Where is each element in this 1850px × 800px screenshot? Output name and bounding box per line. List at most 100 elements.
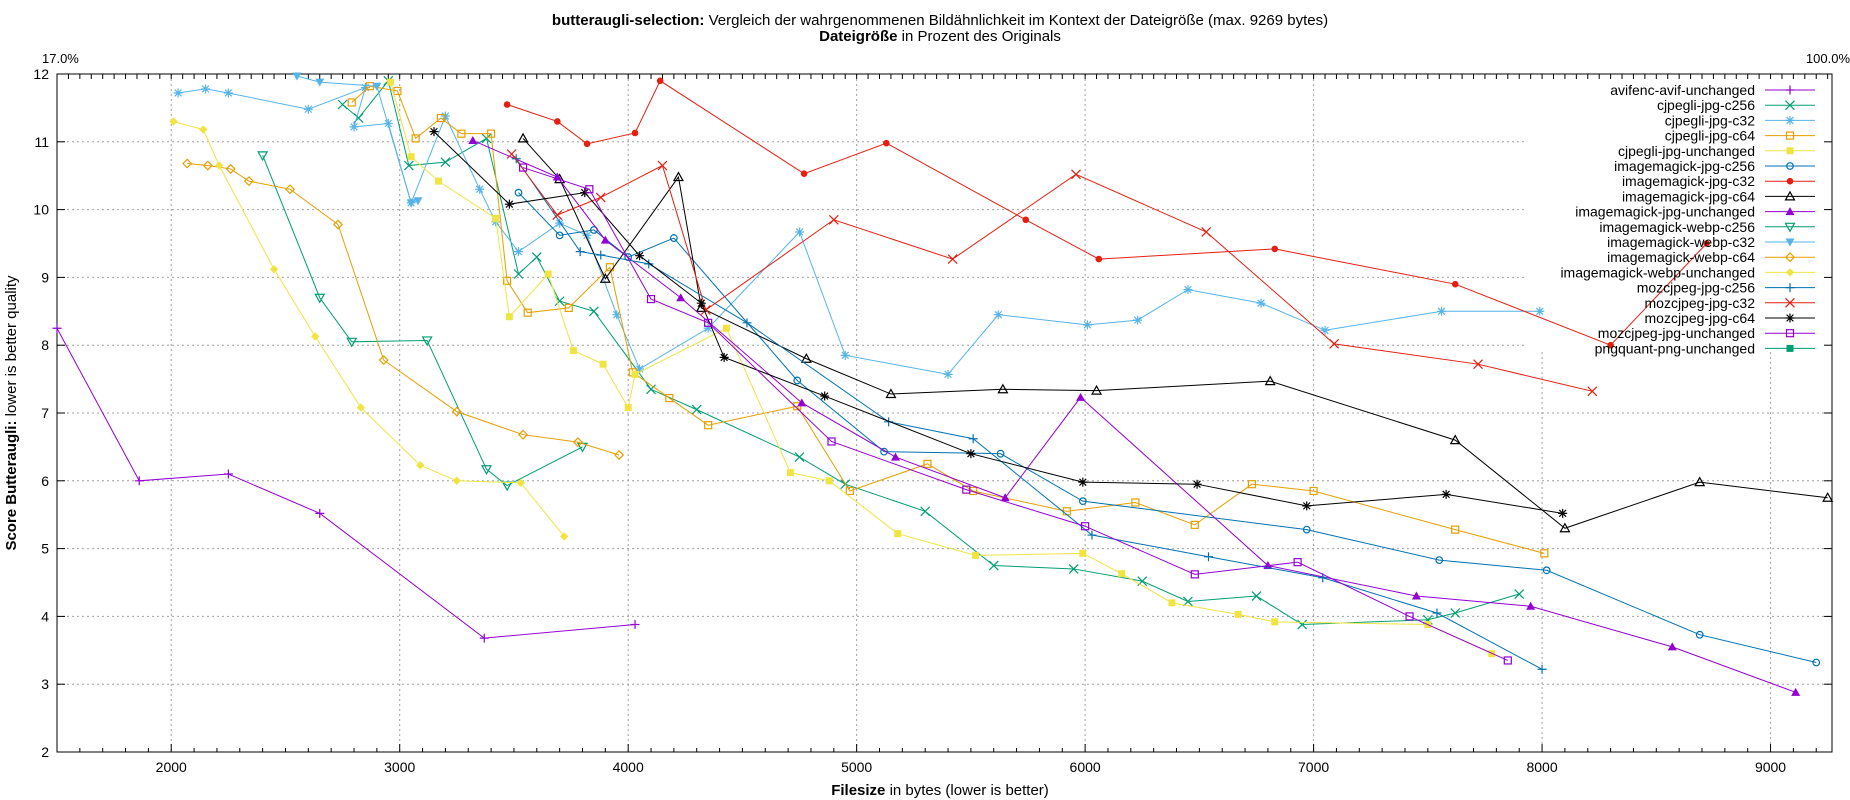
data-point <box>511 154 521 164</box>
data-point <box>314 293 326 304</box>
y-tick-label: 3 <box>41 676 49 692</box>
data-point <box>1540 549 1549 558</box>
legend-label: cjpegli-jpg-c64 <box>1665 128 1755 144</box>
y-axis-label: Score Butteraugli: lower is better quali… <box>3 275 20 551</box>
data-point <box>1542 566 1551 575</box>
data-point <box>1703 240 1710 247</box>
x-tick-label: 8000 <box>1526 759 1557 775</box>
data-point <box>1271 618 1279 626</box>
data-point <box>1082 320 1092 330</box>
data-point <box>436 113 445 123</box>
series-mozcjpeg-jpg-c64 <box>429 127 1568 518</box>
data-point <box>884 417 894 427</box>
data-point <box>349 122 359 132</box>
data-point <box>134 476 144 486</box>
data-point <box>646 384 656 395</box>
data-point <box>1695 630 1704 639</box>
data-point <box>600 235 610 244</box>
legend-label: imagemagick-jpg-c32 <box>1622 173 1755 189</box>
data-point <box>243 176 254 187</box>
data-point <box>1784 222 1796 233</box>
data-point <box>560 532 569 541</box>
data-point <box>1435 556 1444 565</box>
data-point <box>800 353 812 363</box>
data-point <box>481 465 493 475</box>
data-point <box>504 199 514 209</box>
data-point <box>1234 610 1242 618</box>
data-point <box>635 364 645 374</box>
data-point <box>1022 216 1030 224</box>
series-mozcjpeg-jpg-unchanged <box>518 163 1512 665</box>
data-point <box>440 111 450 121</box>
data-point <box>883 139 890 147</box>
data-point <box>742 318 752 328</box>
data-point <box>457 129 466 138</box>
data-point <box>795 227 805 237</box>
data-point <box>962 485 971 494</box>
data-point <box>656 77 664 85</box>
legend-label: mozcjpeg-jpg-c64 <box>1645 310 1756 326</box>
y-tick-label: 2 <box>41 744 49 760</box>
data-point <box>786 469 794 477</box>
data-point <box>479 633 489 643</box>
series-line <box>506 80 1707 346</box>
data-point <box>1079 549 1087 557</box>
data-point <box>1786 177 1794 185</box>
data-point <box>1068 564 1079 574</box>
legend-item: mozcjpeg-jpg-c32 <box>1645 295 1815 311</box>
data-point <box>1091 384 1103 395</box>
y-tick-label: 6 <box>41 473 49 489</box>
data-point <box>1078 497 1087 506</box>
series-imagemagick-jpg-c256 <box>514 188 1821 667</box>
data-point <box>1558 508 1568 518</box>
data-point <box>215 161 224 170</box>
data-point <box>1441 489 1451 499</box>
data-point <box>1204 552 1213 562</box>
data-point <box>719 352 729 362</box>
data-point <box>840 350 850 360</box>
data-point <box>583 140 591 148</box>
data-point <box>1785 207 1795 216</box>
data-point <box>1437 306 1447 316</box>
data-point <box>635 251 645 261</box>
tick-layer: 2000 3000 4000 5000 6000 7000 8000 9000 2 3 4 5 6 7 8 9… <box>33 51 1850 775</box>
data-point <box>403 160 414 171</box>
data-point <box>201 84 211 94</box>
legend-label: imagemagick-webp-c64 <box>1607 249 1755 265</box>
data-point <box>1201 227 1212 237</box>
data-point <box>1785 268 1795 277</box>
data-point <box>347 98 356 107</box>
data-point <box>845 486 854 496</box>
legend-item: mozcjpeg-jpg-c256 <box>1637 280 1815 296</box>
data-point <box>225 163 236 174</box>
x-tick-label: 5000 <box>841 759 872 775</box>
y-tick-label: 8 <box>41 337 49 353</box>
data-point <box>1192 479 1202 489</box>
series-line <box>522 167 1509 661</box>
data-point <box>554 118 561 125</box>
data-point <box>1559 522 1571 533</box>
x-tick-label: 2000 <box>156 759 187 775</box>
data-point <box>828 214 839 225</box>
data-point <box>825 477 833 485</box>
y-tick-label: 10 <box>33 202 49 218</box>
data-point <box>599 360 607 368</box>
data-point <box>588 306 599 317</box>
data-point <box>613 449 625 461</box>
data-point <box>880 447 888 456</box>
data-point <box>631 129 639 137</box>
y-tick-label: 9 <box>41 269 49 285</box>
series-line <box>515 158 1543 670</box>
data-point <box>1133 315 1143 325</box>
data-point <box>1785 238 1795 247</box>
series-cjpegli-jpg-unchanged <box>387 78 1496 658</box>
data-point <box>411 134 420 143</box>
data-point <box>993 310 1003 320</box>
data-point <box>1785 329 1795 338</box>
data-point <box>1535 306 1545 316</box>
data-point <box>315 78 325 87</box>
data-point <box>630 620 640 630</box>
data-point <box>1785 85 1795 95</box>
data-point <box>885 388 897 399</box>
